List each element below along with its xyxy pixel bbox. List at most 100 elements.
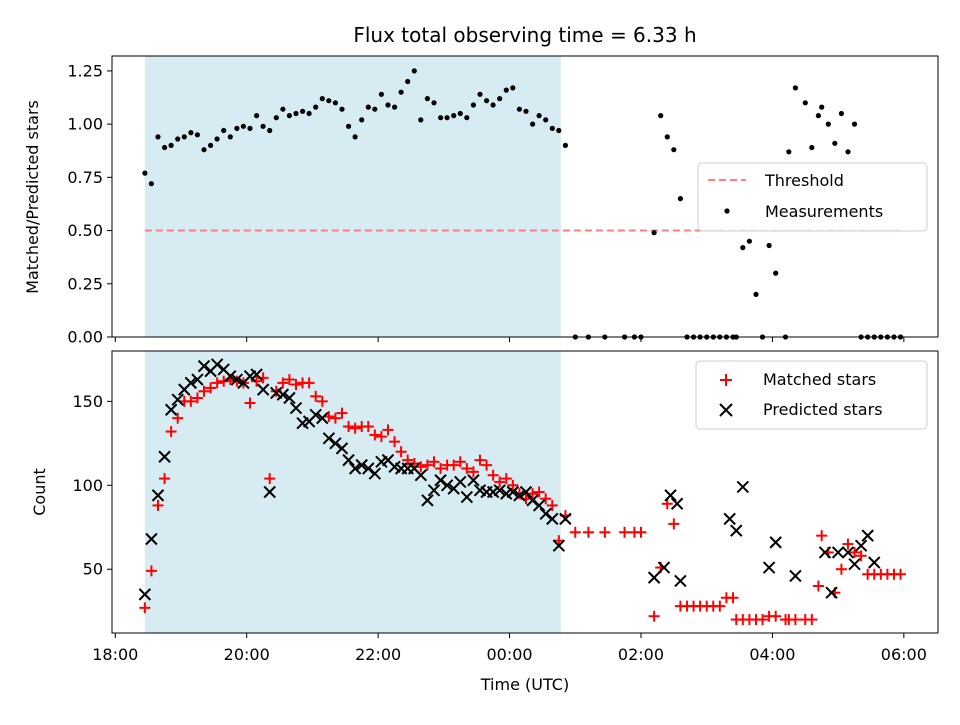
x-tick-label: 22:00 [355, 645, 401, 664]
predicted-star-point [825, 586, 838, 599]
predicted-star-point [362, 462, 375, 475]
measurement-point [208, 142, 214, 148]
measurement-point [286, 113, 292, 119]
top-x-ticks [114, 337, 905, 342]
predicted-star-point [335, 442, 349, 455]
matched-star-point [507, 479, 519, 491]
predicted-star-point [506, 485, 520, 499]
measurement-point [825, 121, 831, 127]
matched-star-point [789, 614, 801, 626]
predicted-star-point [151, 489, 165, 502]
predicted-star-point [427, 484, 441, 497]
predicted-star-point [454, 475, 467, 489]
matched-star-point [812, 580, 824, 592]
measurement-point [293, 110, 299, 117]
measurement-point [431, 100, 437, 106]
matched-star-point [494, 476, 506, 488]
measurement-point [319, 96, 325, 102]
measurement-point [162, 144, 168, 151]
predicted-star-point [256, 383, 270, 396]
matched-star-point [185, 395, 197, 407]
measurement-point [490, 102, 496, 108]
x-tick-label: 02:00 [618, 645, 664, 664]
predicted-star-point [723, 512, 736, 526]
predicted-star-point [276, 388, 290, 401]
predicted-star-point [868, 556, 881, 569]
matched-star-point [375, 431, 387, 443]
predicted-star-point [539, 507, 552, 521]
measurement-point [530, 121, 536, 127]
predicted-star-point [670, 497, 684, 510]
measurement-point [549, 125, 555, 131]
bottom-y-tick-label: 50 [83, 560, 103, 579]
measurement-point [352, 134, 358, 140]
measurement-point [148, 181, 154, 187]
top-panel-frame [111, 55, 939, 338]
x-tick-label: 04:00 [749, 645, 795, 664]
matched-star-point [533, 486, 545, 498]
matched-star-point [835, 563, 847, 575]
measurement-point [792, 85, 799, 91]
predicted-star-point [647, 571, 661, 584]
top-y-tick-label: 1.00 [67, 115, 103, 134]
predicted-star-point [546, 512, 559, 526]
matched-star-point [159, 473, 171, 485]
predicted-star-point [841, 546, 855, 559]
predicted-star-point [230, 373, 244, 386]
matched-star-point [389, 436, 401, 448]
matched-star-point [668, 518, 680, 530]
measurement-markers [142, 68, 904, 340]
predicted-star-point [329, 437, 342, 450]
measurement-point [677, 196, 684, 202]
matched-star-point [205, 382, 217, 394]
matched-star-point [435, 463, 447, 474]
measurements-legend-swatch [724, 208, 730, 214]
predicted-star-point [736, 480, 750, 494]
matched-legend-label: Matched stars [763, 370, 876, 389]
matched-star-point [165, 426, 177, 438]
measurement-point [773, 270, 779, 276]
measurement-point [260, 123, 266, 129]
matched-star-point [349, 422, 361, 434]
matched-star-point [402, 454, 414, 466]
measurement-point [424, 96, 430, 102]
bottom-legend: Matched stars Predicted stars [695, 360, 928, 430]
measurement-point [221, 127, 227, 134]
matched-star-point [599, 526, 611, 538]
matched-star-point [635, 526, 647, 538]
predicted-star-point [145, 532, 158, 546]
predicted-star-point [250, 368, 263, 381]
matched-star-point [395, 446, 407, 458]
matched-star-point [714, 600, 726, 612]
measurement-point [543, 117, 549, 123]
predicted-star-point [519, 485, 533, 499]
matched-star-point [569, 526, 581, 538]
matched-star-point [757, 614, 769, 626]
measurement-point [405, 78, 411, 85]
bottom-y-axis-label: Count [30, 468, 49, 516]
measurement-point [510, 85, 516, 91]
predicted-star-point [164, 403, 178, 416]
matched-star-point [343, 421, 355, 433]
measurement-point [484, 98, 490, 104]
measurement-point [247, 125, 253, 131]
bottom-y-tick-label: 150 [72, 392, 103, 411]
predicted-star-point [355, 458, 368, 472]
matched-star-point [648, 610, 660, 622]
measurement-point [273, 115, 279, 121]
matched-star-point [546, 499, 558, 511]
top-y-tick-label: 1.25 [67, 61, 103, 80]
measurement-point [214, 136, 220, 142]
measurement-point [313, 104, 319, 110]
measurement-point [378, 91, 384, 97]
measurement-point [181, 134, 187, 140]
measurement-point [359, 117, 365, 123]
top-y-axis-label: Matched/Predicted stars [23, 100, 42, 294]
measurement-point [451, 113, 457, 119]
matched-star-point [487, 469, 499, 481]
top-y-tick-label: 0.75 [67, 168, 103, 187]
chart-title: Flux total observing time = 6.33 h [353, 23, 696, 47]
matched-star-point [251, 375, 263, 387]
measurement-point [497, 96, 503, 102]
